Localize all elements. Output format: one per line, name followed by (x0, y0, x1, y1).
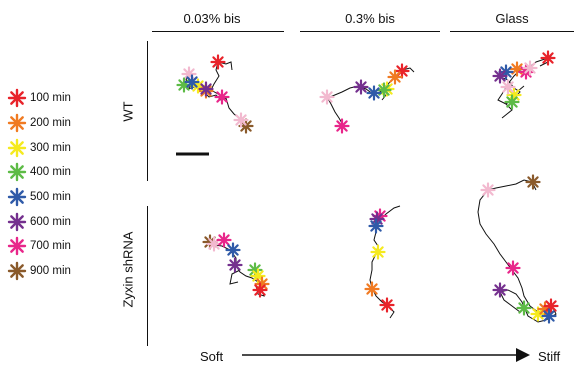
asterisk-marker (370, 244, 386, 260)
asterisk-marker (334, 118, 350, 134)
legend-item: 200 min (6, 111, 71, 136)
asterisk-marker (7, 187, 27, 207)
asterisk-marker (7, 113, 27, 133)
legend-item: 100 min (6, 86, 71, 111)
asterisk-marker (376, 82, 392, 98)
legend-label: 900 min (30, 265, 71, 278)
legend-label: 300 min (30, 141, 71, 154)
asterisk-marker (7, 138, 27, 157)
column-label-glass: Glass (495, 11, 529, 26)
legend-item: 500 min (6, 185, 71, 210)
asterisk-icon (7, 187, 27, 207)
time-markers (176, 50, 559, 324)
legend-label: 700 min (30, 240, 71, 253)
asterisk-marker (500, 79, 516, 95)
legend-item: 700 min (6, 234, 71, 259)
column-divider-0.3-bis (300, 31, 440, 32)
stiffness-arrow-head (516, 348, 530, 362)
asterisk-marker (505, 260, 521, 276)
column-divider-0.03-bis (152, 31, 284, 32)
asterisk-icon (7, 89, 27, 108)
asterisk-marker (319, 89, 335, 105)
asterisk-marker (7, 237, 27, 256)
column-divider-glass (450, 31, 574, 32)
legend-item: 900 min (6, 259, 71, 284)
row-divider-wt (147, 41, 148, 181)
asterisk-marker (366, 85, 382, 101)
asterisk-marker (368, 218, 384, 234)
asterisk-marker (353, 79, 369, 95)
asterisk-marker (7, 212, 27, 231)
asterisk-marker (214, 89, 230, 105)
asterisk-marker (7, 261, 27, 281)
asterisk-marker (480, 182, 496, 198)
axis-label-stiff: Stiff (538, 349, 561, 364)
asterisk-icon (7, 163, 27, 182)
asterisk-marker (225, 242, 241, 258)
asterisk-marker (525, 174, 541, 190)
asterisk-marker (516, 300, 532, 316)
asterisk-marker (492, 282, 508, 298)
asterisk-marker (504, 94, 520, 110)
asterisk-marker (387, 69, 403, 85)
asterisk-marker (379, 297, 395, 313)
asterisk-icon (7, 212, 27, 231)
cell-track (477, 179, 557, 323)
asterisk-marker (364, 281, 380, 297)
asterisk-marker (492, 68, 508, 84)
asterisk-icon (7, 237, 27, 256)
asterisk-marker (210, 54, 226, 70)
legend-label: 100 min (30, 92, 71, 105)
asterisk-marker (7, 163, 27, 182)
asterisk-marker (530, 306, 546, 322)
asterisk-marker (216, 232, 232, 248)
legend-label: 200 min (30, 117, 71, 130)
asterisk-marker (540, 50, 556, 66)
legend-item: 600 min (6, 209, 71, 234)
asterisk-marker (252, 282, 268, 298)
asterisk-marker (233, 112, 249, 128)
legend-label: 600 min (30, 215, 71, 228)
asterisk-marker (522, 60, 538, 76)
axis-label-soft: Soft (200, 349, 224, 364)
legend-item: 400 min (6, 160, 71, 185)
legend-item: 300 min (6, 135, 71, 160)
asterisk-marker (541, 308, 557, 324)
column-label-0.03-bis: 0.03% bis (183, 11, 241, 26)
asterisk-icon (7, 261, 27, 281)
legend: 100 min 200 min 300 min 400 min 500 min … (6, 86, 71, 284)
asterisk-marker (543, 298, 559, 314)
asterisk-icon (7, 138, 27, 157)
legend-label: 500 min (30, 191, 71, 204)
asterisk-icon (7, 113, 27, 133)
track-paths (185, 53, 557, 323)
asterisk-marker (198, 81, 214, 97)
asterisk-marker (227, 257, 243, 273)
column-label-0.3-bis: 0.3% bis (345, 11, 395, 26)
row-divider-zyxin (147, 206, 148, 346)
asterisk-marker (184, 74, 200, 90)
asterisk-marker (7, 89, 27, 108)
legend-label: 400 min (30, 166, 71, 179)
